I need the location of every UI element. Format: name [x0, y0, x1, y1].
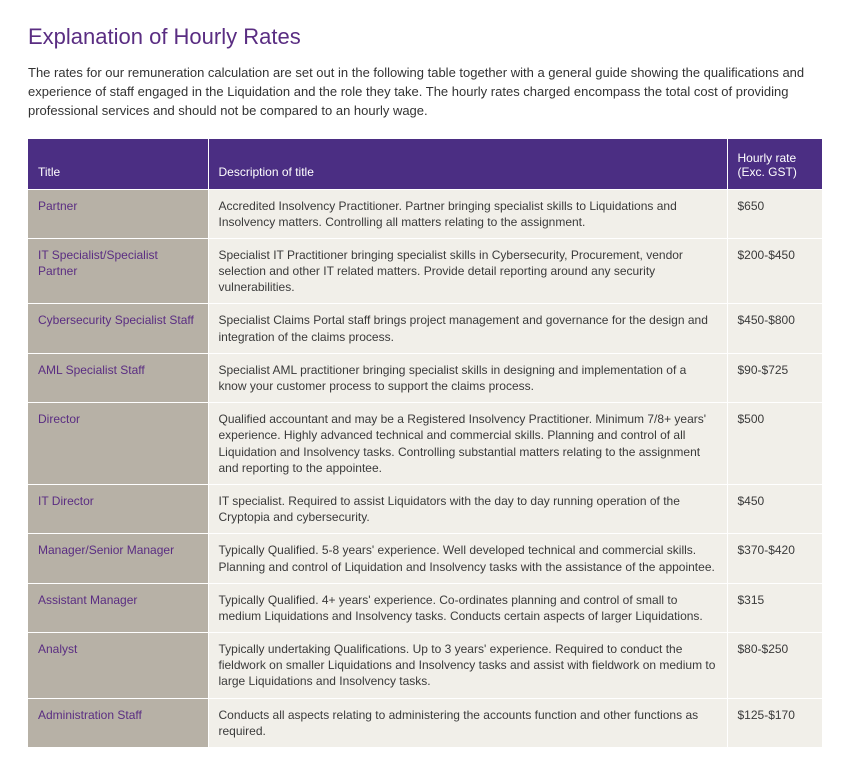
- title-cell: Director: [28, 403, 208, 485]
- col-header-title: Title: [28, 139, 208, 190]
- rate-cell: $450: [727, 484, 822, 533]
- rate-cell: $125-$170: [727, 698, 822, 747]
- title-cell: Administration Staff: [28, 698, 208, 747]
- col-header-description: Description of title: [208, 139, 727, 190]
- rate-cell: $450-$800: [727, 304, 822, 353]
- table-row: Assistant Manager Typically Qualified. 4…: [28, 583, 822, 632]
- title-cell: Cybersecurity Specialist Staff: [28, 304, 208, 353]
- description-cell: Qualified accountant and may be a Regist…: [208, 403, 727, 485]
- rate-cell: $650: [727, 189, 822, 238]
- title-cell: Partner: [28, 189, 208, 238]
- table-row: Director Qualified accountant and may be…: [28, 403, 822, 485]
- col-header-rate: Hourly rate (Exc. GST): [727, 139, 822, 190]
- title-cell: IT Specialist/Specialist Partner: [28, 238, 208, 304]
- description-cell: Specialist Claims Portal staff brings pr…: [208, 304, 727, 353]
- description-cell: Typically Qualified. 4+ years' experienc…: [208, 583, 727, 632]
- table-row: AML Specialist Staff Specialist AML prac…: [28, 353, 822, 402]
- table-row: Administration Staff Conducts all aspect…: [28, 698, 822, 747]
- title-cell: Analyst: [28, 633, 208, 699]
- title-cell: Manager/Senior Manager: [28, 534, 208, 583]
- rates-table: Title Description of title Hourly rate (…: [28, 139, 822, 748]
- page-title: Explanation of Hourly Rates: [28, 24, 822, 50]
- description-cell: Specialist AML practitioner bringing spe…: [208, 353, 727, 402]
- description-cell: Typically undertaking Qualifications. Up…: [208, 633, 727, 699]
- table-row: Cybersecurity Specialist Staff Specialis…: [28, 304, 822, 353]
- table-row: Analyst Typically undertaking Qualificat…: [28, 633, 822, 699]
- title-cell: Assistant Manager: [28, 583, 208, 632]
- description-cell: Typically Qualified. 5-8 years' experien…: [208, 534, 727, 583]
- description-cell: Accredited Insolvency Practitioner. Part…: [208, 189, 727, 238]
- title-cell: IT Director: [28, 484, 208, 533]
- col-header-rate-line2: (Exc. GST): [738, 165, 813, 179]
- title-cell: AML Specialist Staff: [28, 353, 208, 402]
- table-row: Partner Accredited Insolvency Practition…: [28, 189, 822, 238]
- table-row: Manager/Senior Manager Typically Qualifi…: [28, 534, 822, 583]
- table-header-row: Title Description of title Hourly rate (…: [28, 139, 822, 190]
- table-row: IT Specialist/Specialist Partner Special…: [28, 238, 822, 304]
- description-cell: Specialist IT Practitioner bringing spec…: [208, 238, 727, 304]
- table-row: IT Director IT specialist. Required to a…: [28, 484, 822, 533]
- rate-cell: $500: [727, 403, 822, 485]
- rate-cell: $90-$725: [727, 353, 822, 402]
- description-cell: Conducts all aspects relating to adminis…: [208, 698, 727, 747]
- rate-cell: $80-$250: [727, 633, 822, 699]
- rate-cell: $200-$450: [727, 238, 822, 304]
- rates-table-body: Partner Accredited Insolvency Practition…: [28, 189, 822, 747]
- rate-cell: $370-$420: [727, 534, 822, 583]
- rate-cell: $315: [727, 583, 822, 632]
- description-cell: IT specialist. Required to assist Liquid…: [208, 484, 727, 533]
- intro-paragraph: The rates for our remuneration calculati…: [28, 64, 822, 121]
- col-header-rate-line1: Hourly rate: [738, 151, 813, 165]
